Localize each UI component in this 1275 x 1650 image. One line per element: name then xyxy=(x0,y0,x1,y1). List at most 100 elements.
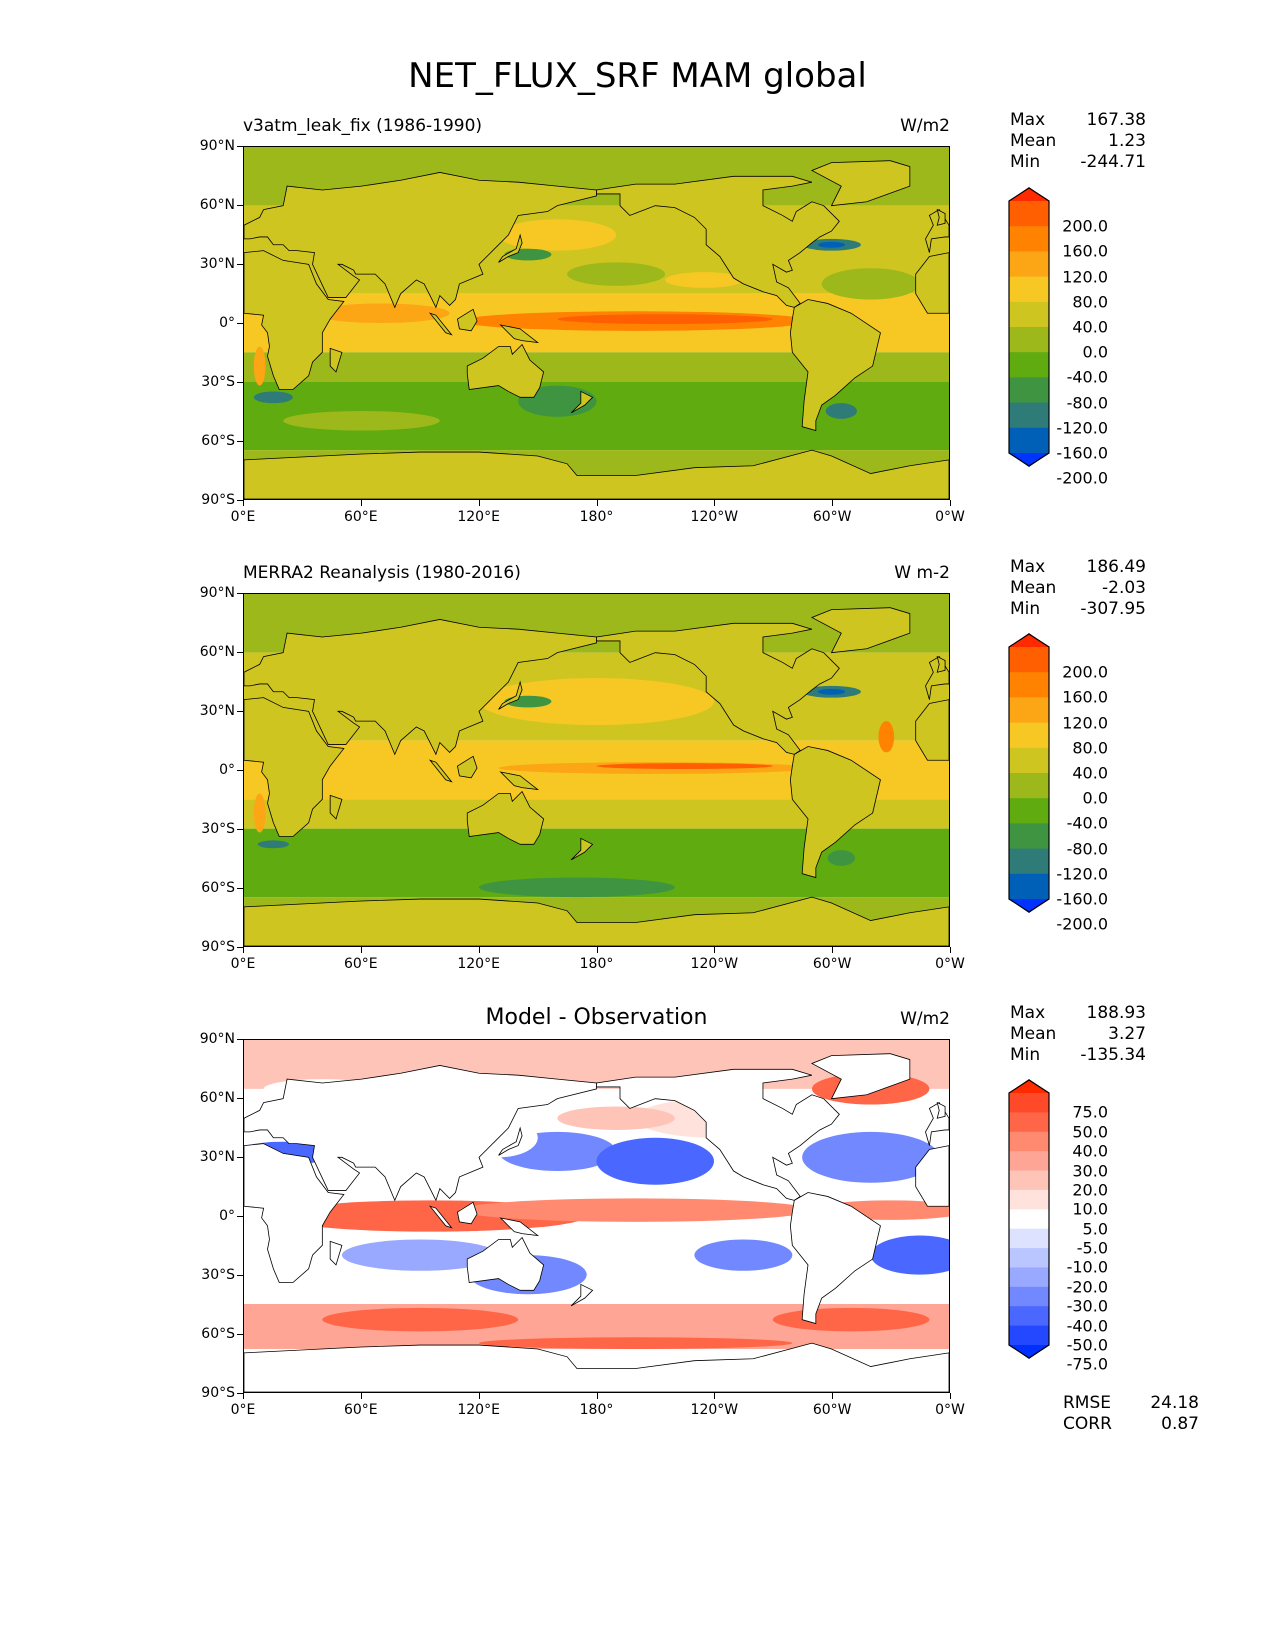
colorbar-tick-label: -40.0 xyxy=(1066,813,1108,833)
y-tick-label: 60°S xyxy=(201,433,235,449)
y-tick-mark xyxy=(237,888,243,889)
y-tick-mark xyxy=(237,382,243,383)
coastline-borneo xyxy=(457,309,477,331)
colorbar-tick-label: 10.0 xyxy=(1072,1199,1108,1219)
corr-value: 0.87 xyxy=(1161,1414,1199,1434)
figure-title: NET_FLUX_SRF MAM global xyxy=(408,56,867,96)
colorbar-tick-label: 0.0 xyxy=(1082,788,1108,808)
colorbar xyxy=(1008,633,1050,913)
panel-model: v3atm_leak_fix (1986-1990) W/m2 90°N 60°N… xyxy=(0,110,1275,606)
coastline-eurasia xyxy=(244,619,597,754)
x-tick-mark xyxy=(596,1393,598,1399)
coastline-nz xyxy=(571,1284,593,1306)
x-tick-label: 120°E xyxy=(457,1402,500,1418)
field-anomaly xyxy=(479,877,675,898)
x-tick-mark xyxy=(243,500,244,506)
coastline-namerica xyxy=(597,1069,840,1200)
field-anomaly xyxy=(557,1106,675,1130)
stat-row-mean: Mean 1.23 xyxy=(1010,131,1146,152)
colorbar-tick-label: 40.0 xyxy=(1072,1141,1108,1161)
field-anomaly xyxy=(827,850,855,866)
colorbar-tick-label: -80.0 xyxy=(1066,393,1108,413)
coastline-africaW xyxy=(916,1146,949,1207)
stat-value: -2.03 xyxy=(1102,578,1146,598)
colorbar-tick-label: -160.0 xyxy=(1056,443,1108,463)
colorbar-segment xyxy=(1009,823,1049,850)
coastline-australia xyxy=(467,345,543,398)
x-tick-mark xyxy=(950,1393,951,1399)
x-tick-label: 0°E xyxy=(230,1402,256,1418)
colorbar-tick-label: 30.0 xyxy=(1072,1161,1108,1181)
y-tick-mark xyxy=(237,652,243,653)
field-anomaly xyxy=(322,1307,519,1332)
y-tick-mark xyxy=(237,1039,243,1040)
colorbar-segment xyxy=(1009,1286,1049,1307)
stat-label: Max xyxy=(1010,110,1046,130)
colorbar-tick-label: 40.0 xyxy=(1072,763,1108,783)
colorbar-tick-label: 50.0 xyxy=(1072,1122,1108,1142)
coastline-borneo xyxy=(457,1202,477,1224)
y-tick-label: 30°S xyxy=(201,1267,235,1283)
y-tick-mark xyxy=(237,1393,243,1394)
x-tick-label: 60°W xyxy=(812,1402,852,1418)
x-tick-mark xyxy=(950,947,951,953)
coastline-japan xyxy=(499,1128,523,1155)
colorbar-segment xyxy=(1009,377,1049,404)
colorbar-segment xyxy=(1009,301,1049,328)
field-anomaly xyxy=(257,840,290,849)
colorbar-segment xyxy=(1009,402,1049,429)
panel-units: W m-2 xyxy=(894,563,950,583)
stat-label: Min xyxy=(1010,152,1041,172)
coastline-africaW xyxy=(916,700,949,761)
colorbar-tick-label: 0.0 xyxy=(1082,342,1108,362)
stat-row-min: Min -244.71 xyxy=(1010,152,1146,173)
y-tick-mark xyxy=(237,829,243,830)
y-tick-label: 0° xyxy=(219,315,235,331)
colorbar-tick-label: -75.0 xyxy=(1066,1354,1108,1374)
y-tick-label: 90°N xyxy=(199,585,235,601)
coastline-uk xyxy=(937,210,945,226)
colorbar-segment xyxy=(1009,1151,1049,1172)
x-tick-mark xyxy=(243,1393,244,1399)
coastline-africa xyxy=(244,251,344,390)
stat-label: Mean xyxy=(1010,131,1057,151)
x-tick-label: 60°E xyxy=(343,509,378,525)
colorbar-segment xyxy=(1009,1306,1049,1327)
coastline-samerica xyxy=(790,1193,880,1324)
stat-value: -244.71 xyxy=(1080,152,1146,172)
y-tick-label: 60°S xyxy=(201,880,235,896)
x-tick-mark xyxy=(596,500,598,506)
x-tick-mark xyxy=(478,1393,480,1399)
coastline-greenland xyxy=(812,161,910,206)
field-anomaly xyxy=(665,272,744,288)
field-anomaly xyxy=(825,403,857,419)
colorbar-tick-label: -40.0 xyxy=(1066,367,1108,387)
stat-row-min: Min -135.34 xyxy=(1010,1045,1146,1066)
coastline-africa xyxy=(244,1144,344,1283)
y-tick-label: 60°S xyxy=(201,1326,235,1342)
panel-units: W/m2 xyxy=(900,116,950,136)
coastline-borneo xyxy=(457,756,477,778)
colorbar-tick-label: 200.0 xyxy=(1062,662,1108,682)
x-tick-label: 120°E xyxy=(457,509,500,525)
map-plot xyxy=(243,1039,950,1393)
x-tick-mark xyxy=(360,1393,362,1399)
stat-row-min: Min -307.95 xyxy=(1010,599,1146,620)
x-tick-label: 0°W xyxy=(935,1402,965,1418)
metrics: RMSE 24.18 CORR 0.87 xyxy=(1063,1393,1199,1435)
stat-value: 1.23 xyxy=(1108,131,1146,151)
x-tick-mark xyxy=(596,947,598,953)
stat-label: Mean xyxy=(1010,578,1057,598)
y-tick-mark xyxy=(237,1334,243,1335)
x-tick-label: 0°E xyxy=(230,956,256,972)
rmse-label: RMSE xyxy=(1063,1393,1112,1413)
colorbar-segment xyxy=(1009,773,1049,799)
panel-title: MERRA2 Reanalysis (1980-2016) xyxy=(243,563,521,583)
x-tick-mark xyxy=(714,1393,716,1399)
coastline-madagascar xyxy=(330,348,342,371)
coastline-uk xyxy=(937,657,945,673)
y-tick-mark xyxy=(237,205,243,206)
y-tick-label: 30°N xyxy=(199,703,235,719)
coastline-sumatra xyxy=(430,1206,452,1228)
colorbar-segment xyxy=(1009,1189,1049,1210)
